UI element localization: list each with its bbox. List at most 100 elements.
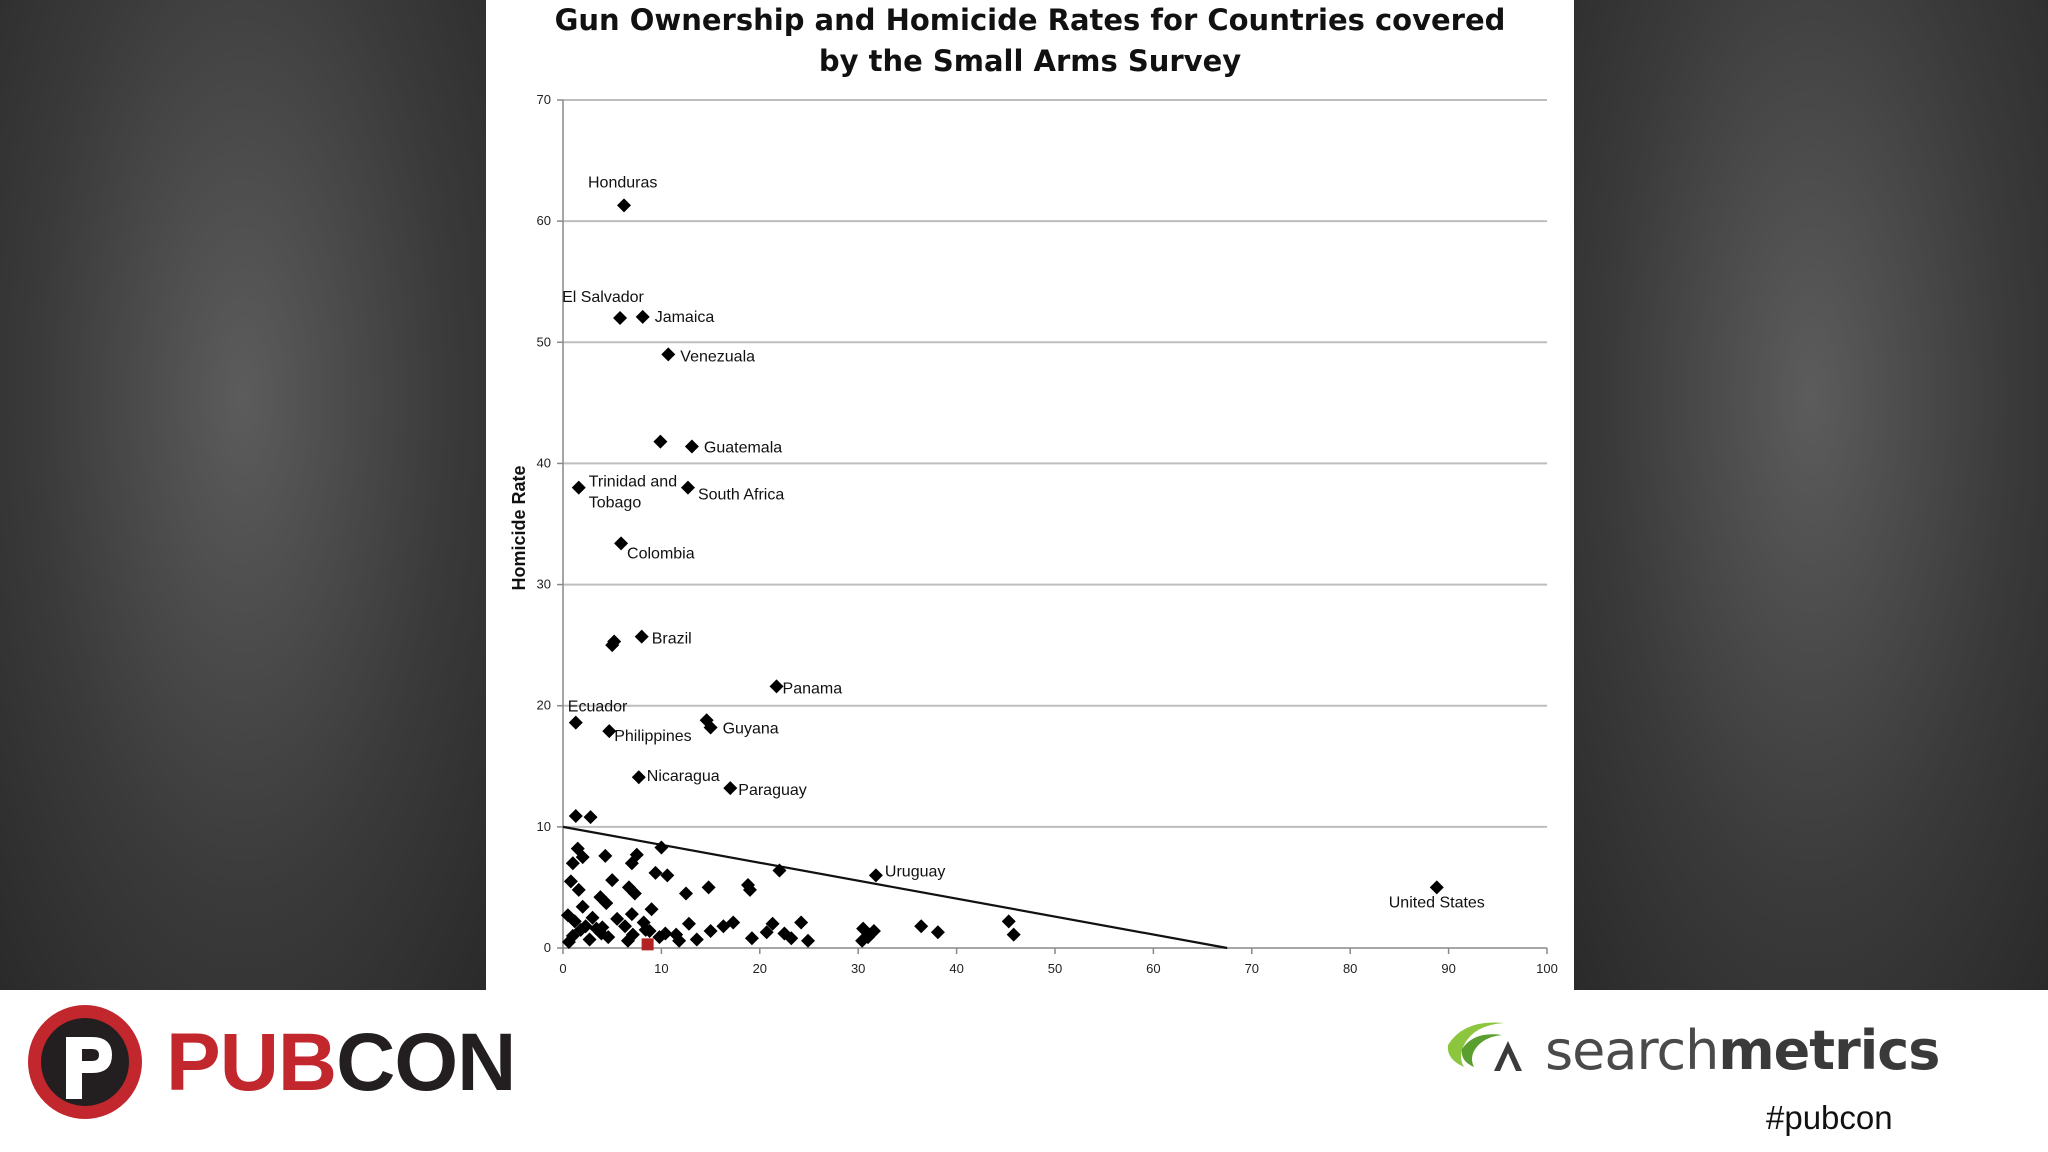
data-point <box>595 920 610 935</box>
data-point-united-states <box>1429 880 1444 895</box>
data-label: Uruguay <box>885 863 945 880</box>
searchmetrics-logo-icon <box>1447 1022 1522 1071</box>
data-point-brazil <box>634 629 649 644</box>
chart-title-line-1: Gun Ownership and Homicide Rates for Cou… <box>554 3 1506 37</box>
data-label: Nicaragua <box>647 768 720 785</box>
data-point <box>653 434 668 449</box>
x-tick-label: 70 <box>1245 961 1259 976</box>
x-tick-label: 90 <box>1441 961 1455 976</box>
data-point <box>644 902 659 917</box>
data-point <box>1006 927 1021 942</box>
data-point <box>681 916 696 931</box>
data-label: Jamaica <box>655 309 715 326</box>
data-point <box>599 896 614 911</box>
data-point <box>658 926 673 941</box>
data-point <box>660 868 675 883</box>
data-label: South Africa <box>698 487 784 504</box>
data-point <box>744 931 759 946</box>
pubcon-logo-icon <box>28 1005 142 1119</box>
x-tick-label: 100 <box>1536 961 1558 976</box>
data-label: Panama <box>783 680 843 697</box>
x-tick-label: 50 <box>1048 961 1062 976</box>
x-tick-label: 30 <box>851 961 865 976</box>
x-tick-label: 10 <box>654 961 668 976</box>
data-point <box>930 925 945 940</box>
data-point <box>563 874 578 889</box>
data-point-colombia <box>614 536 629 551</box>
data-point <box>638 922 653 937</box>
slide-background-right <box>1574 0 2048 990</box>
y-axis-label: Homicide Rate <box>509 465 529 590</box>
footer-bar <box>0 990 2048 1152</box>
data-point-trinidad-and-tobago <box>571 480 586 495</box>
data-point-panama <box>769 679 784 694</box>
data-point <box>627 886 642 901</box>
x-tick-label: 80 <box>1343 961 1357 976</box>
pubcon-wordmark-pub: PUB <box>166 1017 337 1108</box>
x-tick-label: 20 <box>753 961 767 976</box>
data-point-honduras <box>617 198 632 213</box>
data-label: Tobago <box>589 495 642 512</box>
data-point <box>765 916 780 931</box>
data-point <box>672 933 687 948</box>
slide-background-left <box>0 0 486 990</box>
data-label: El Salvador <box>562 289 644 306</box>
y-tick-label: 40 <box>537 455 551 470</box>
data-point <box>654 840 669 855</box>
data-point <box>759 925 774 940</box>
data-point <box>575 850 590 865</box>
data-point <box>624 856 639 871</box>
data-point <box>607 634 622 649</box>
data-point-paraguay <box>723 781 738 796</box>
x-tick-label: 0 <box>559 961 566 976</box>
data-label: Philippines <box>614 728 691 745</box>
data-point <box>583 810 598 825</box>
data-point-ecuador <box>568 715 583 730</box>
searchmetrics-wordmark-bold: metrics <box>1718 1019 1940 1082</box>
data-label: Venezuala <box>680 348 755 365</box>
data-point <box>601 930 616 945</box>
trend-line <box>562 825 1228 950</box>
data-point <box>625 927 640 942</box>
data-point-guyana <box>703 720 718 735</box>
data-point <box>701 880 716 895</box>
hashtag: #pubcon <box>1766 1099 1893 1136</box>
data-point <box>575 899 590 914</box>
data-label: Brazil <box>652 631 692 648</box>
data-point <box>1001 914 1016 929</box>
data-point-philippines <box>602 724 617 739</box>
data-point <box>568 808 583 823</box>
data-label: Trinidad and <box>589 474 677 491</box>
y-tick-label: 10 <box>537 819 551 834</box>
data-label: Paraguay <box>738 782 807 799</box>
data-point <box>598 848 613 863</box>
data-point <box>794 915 809 930</box>
y-tick-label: 20 <box>537 698 551 713</box>
data-point <box>801 933 816 948</box>
data-point <box>582 932 597 947</box>
data-label: Colombia <box>627 545 695 562</box>
data-point <box>605 873 620 888</box>
data-point-venezuala <box>661 347 676 362</box>
chart-title-line-2: by the Small Arms Survey <box>818 44 1242 78</box>
data-label: Guatemala <box>704 439 782 456</box>
x-tick-label: 60 <box>1146 961 1160 976</box>
pubcon-wordmark: PUBCON <box>166 1017 516 1108</box>
data-point <box>567 914 582 929</box>
data-point-nicaragua <box>631 770 646 785</box>
data-point <box>784 931 799 946</box>
data-point <box>624 907 639 922</box>
searchmetrics-wordmark: searchmetrics <box>1545 1016 1940 1086</box>
y-tick-label: 50 <box>537 334 551 349</box>
highlight-data-point <box>641 938 654 951</box>
x-tick-label: 40 <box>949 961 963 976</box>
data-point <box>914 919 929 934</box>
data-point <box>610 911 625 926</box>
data-label: Ecuador <box>568 699 628 716</box>
data-point <box>726 915 741 930</box>
data-point-guatemala <box>684 439 699 454</box>
data-point-jamaica <box>635 309 650 324</box>
y-tick-label: 0 <box>544 940 551 955</box>
pubcon-wordmark-con: CON <box>336 1017 516 1108</box>
